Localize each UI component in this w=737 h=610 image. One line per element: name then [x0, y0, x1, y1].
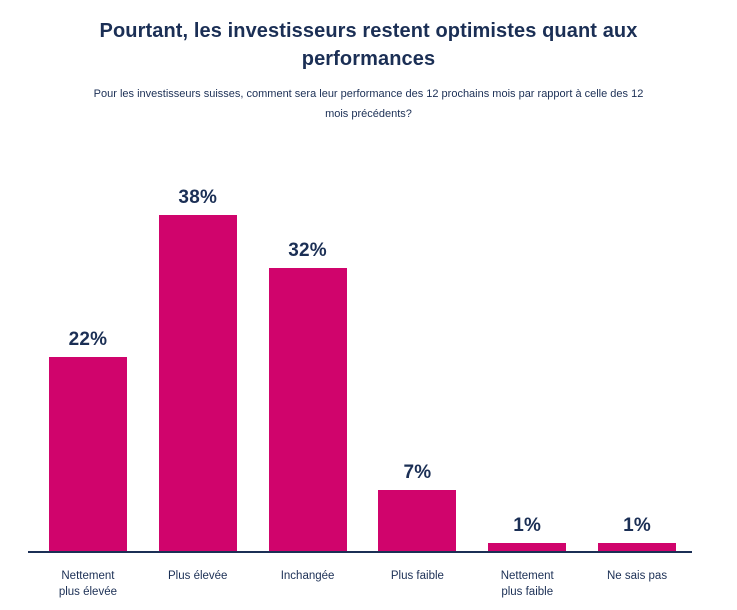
bar	[158, 215, 237, 552]
bar-value-label: 32%	[288, 240, 327, 261]
bar-value-label: 22%	[68, 329, 108, 350]
bar-value-label: 1%	[513, 515, 542, 536]
x-axis-category-label: Inchangée	[280, 570, 335, 582]
bar-value-label: 1%	[623, 515, 651, 536]
bar-group-plus-elevee: 38%	[143, 187, 253, 552]
bar-value-label: 7%	[403, 462, 432, 483]
x-axis-line	[28, 551, 692, 553]
bar-group-ne-sais-pas: 1%	[582, 515, 692, 552]
bar-group-inchangee: 32%	[253, 240, 363, 552]
bar	[488, 543, 567, 552]
bar	[598, 543, 677, 552]
x-axis-category-label: Plus élevée	[168, 570, 228, 582]
bar-group-nettement-plus-faible: 1%	[472, 515, 582, 552]
bar	[268, 268, 347, 552]
bar	[48, 357, 127, 552]
bar-value-label: 38%	[178, 187, 218, 208]
x-axis-labels: Nettement plus élevée Plus élevée Inchan…	[33, 568, 692, 600]
chart-subtitle: Pour les investisseurs suisses, comment …	[93, 88, 644, 120]
bar-group-plus-faible: 7%	[362, 462, 472, 552]
bar	[378, 490, 457, 552]
chart-title: Pourtant, les investisseurs restent opti…	[99, 20, 638, 70]
x-axis-category-label: Ne sais pas	[607, 570, 668, 582]
bar-group-nettement-plus-elevee: 22%	[33, 329, 143, 552]
x-axis-category-label: Nettement plus élevée	[58, 570, 117, 598]
bars-container: 22% 38% 32% 7% 1% 1%	[33, 0, 692, 552]
x-axis-category-label: Nettement plus faible	[500, 570, 554, 598]
x-axis-category-label: Plus faible	[390, 570, 444, 582]
